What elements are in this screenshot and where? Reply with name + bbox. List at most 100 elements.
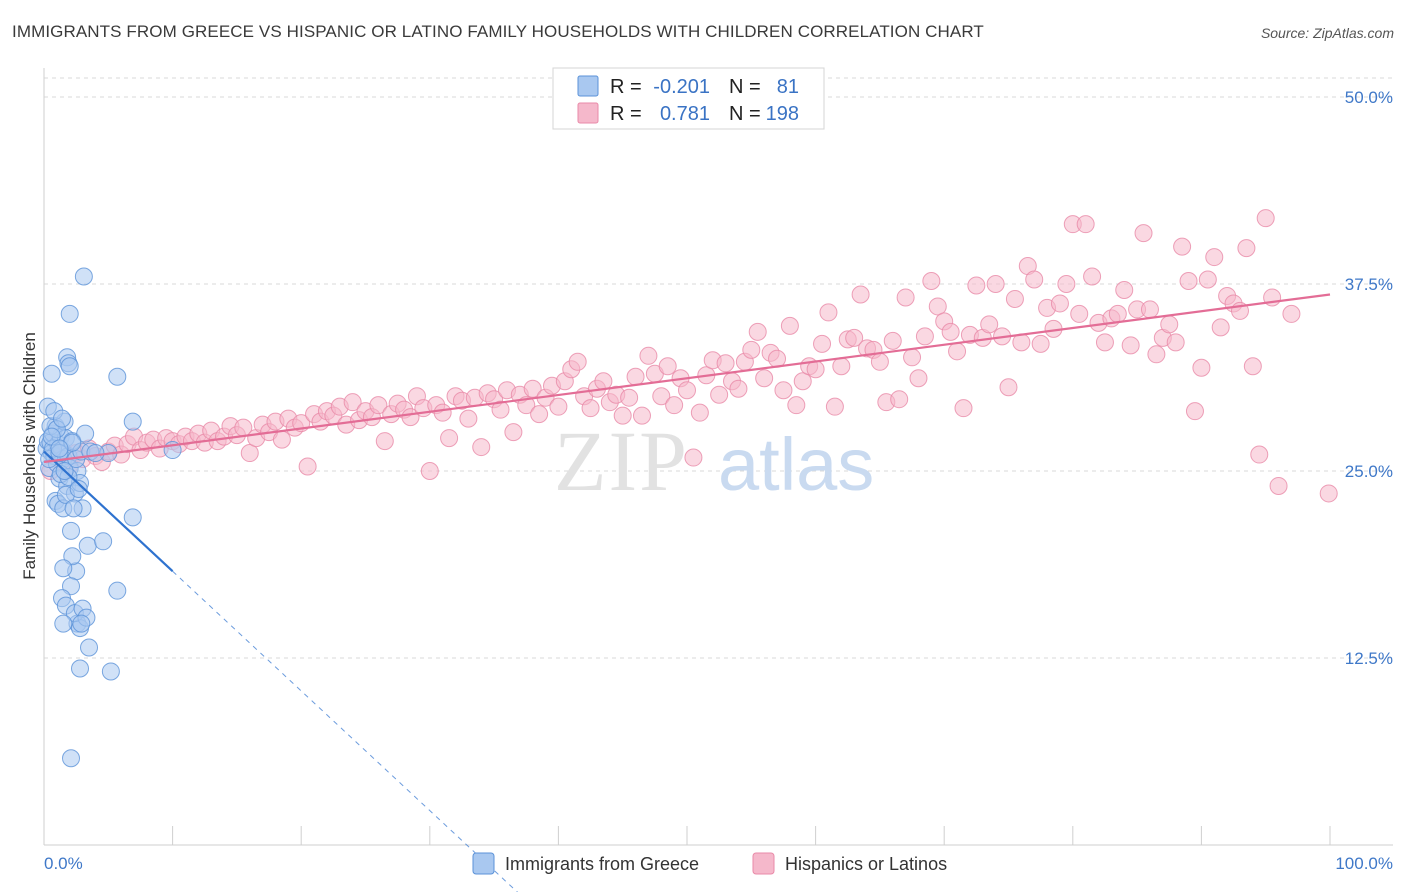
point-hispanic [941,322,960,341]
y-axis-label: Family Households with Children [20,332,39,580]
point-hispanic [922,272,941,291]
series-greece-points [37,267,182,768]
point-hispanic [440,429,459,448]
point-hispanic [1198,270,1217,289]
chart-source: Source: ZipAtlas.com [1260,25,1394,41]
watermark: ZIP atlas [554,413,874,509]
point-hispanic [626,367,645,386]
point-hispanic [870,352,889,371]
point-greece [108,581,127,600]
point-hispanic [652,387,671,406]
point-hispanic [896,288,915,307]
point-hispanic [1115,280,1134,299]
bottom-legend-swatch-hispanic [752,852,775,875]
point-greece [54,614,73,633]
point-hispanic [375,432,394,451]
point-hispanic [491,400,510,419]
x-tick-label: 0.0% [44,854,83,873]
point-greece [53,409,72,428]
point-hispanic [581,399,600,418]
trend-lines [43,293,1331,892]
legend-n-label-blue: N = [729,76,761,98]
legend-n-value-pink: 198 [766,103,799,125]
point-hispanic [780,316,799,335]
y-tick-label: 50.0% [1345,88,1393,107]
x-tick-label: 100.0% [1335,854,1393,873]
bottom-legend-label-greece: Immigrants from Greece [505,854,699,874]
point-hispanic [1211,318,1230,337]
point-hispanic [684,448,703,467]
point-hispanic [1179,272,1198,291]
y-tick-label: 12.5% [1345,649,1393,668]
legend-r-value-pink: 0.781 [660,103,710,125]
point-hispanic [1134,224,1153,243]
point-hispanic [298,457,317,476]
point-hispanic [1269,476,1288,495]
point-hispanic [928,297,947,316]
point-hispanic [1050,294,1069,313]
point-hispanic [1173,237,1192,256]
point-greece [78,536,97,555]
point-hispanic [787,396,806,415]
point-hispanic [459,409,478,428]
point-hispanic [1166,333,1185,352]
point-hispanic [813,334,832,353]
point-greece [72,614,91,633]
trend-line-greece-extension [172,570,519,892]
point-hispanic [755,369,774,388]
point-hispanic [729,379,748,398]
point-hispanic [819,303,838,322]
point-hispanic [710,385,729,404]
point-hispanic [1185,402,1204,421]
point-hispanic [369,396,388,415]
point-hispanic [1282,304,1301,323]
watermark-atlas: atlas [718,423,874,506]
point-hispanic [748,322,767,341]
point-hispanic [678,381,696,400]
point-hispanic [594,372,613,391]
trend-line-hispanic [43,293,1331,464]
point-hispanic [883,331,902,350]
point-hispanic [1319,484,1338,503]
point-hispanic [999,378,1018,397]
point-greece [60,357,79,376]
legend-r-label-pink: R = [610,103,642,125]
point-hispanic [613,406,632,425]
point-hispanic [1057,275,1076,293]
point-hispanic [948,342,967,361]
point-greece [69,479,88,498]
point-greece [123,412,142,431]
point-hispanic [845,328,864,347]
point-greece [62,749,81,768]
point-hispanic [1025,270,1044,289]
point-greece [108,367,127,386]
point-greece [63,547,82,566]
point-greece [86,444,105,463]
point-hispanic [690,403,709,422]
point-greece [123,508,142,527]
point-hispanic [793,372,812,391]
point-hispanic [1160,315,1179,334]
point-hispanic [1076,215,1095,234]
x-tick-labels: 0.0% 100.0% [44,854,1393,873]
point-hispanic [1205,248,1224,267]
point-hispanic [1140,300,1159,319]
point-hispanic [472,438,491,457]
bottom-legend-swatch-greece [472,852,495,875]
point-greece [60,304,79,323]
point-hispanic [1031,334,1050,353]
point-hispanic [915,327,934,346]
point-greece [80,638,99,657]
point-hispanic [1250,445,1269,464]
point-hispanic [1147,345,1166,364]
point-hispanic [954,399,973,418]
point-hispanic [272,430,291,449]
point-hispanic [1256,209,1275,228]
point-hispanic [832,357,851,376]
point-hispanic [420,462,439,480]
point-greece [101,662,120,681]
point-hispanic [549,397,568,416]
point-greece [94,532,113,551]
point-hispanic [530,405,549,424]
